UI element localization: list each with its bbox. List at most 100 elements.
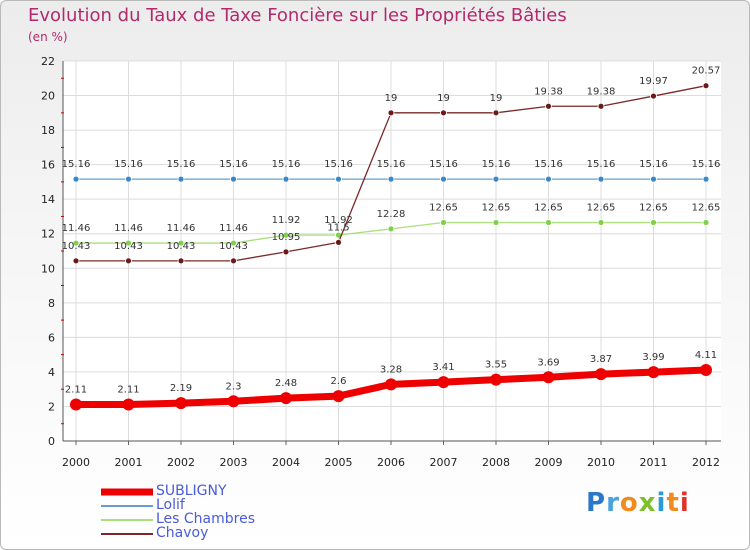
x-tick-label: 2007 (430, 456, 458, 469)
data-point (125, 239, 132, 247)
data-label: 15.16 (482, 159, 511, 170)
data-label: 2.19 (170, 383, 192, 394)
data-label: 12.65 (482, 203, 511, 214)
data-point (492, 219, 500, 226)
data-point (332, 390, 345, 403)
legend-swatch-lolif (101, 505, 153, 507)
unit-label: (en %) (28, 30, 68, 44)
data-label: 15.16 (377, 159, 406, 170)
data-point (545, 175, 552, 183)
data-label: 11.46 (114, 223, 143, 234)
data-point (387, 109, 395, 117)
legend-label-chavoy: Chavoy (156, 525, 209, 541)
data-label: 3.28 (380, 364, 402, 375)
data-label: 15.16 (62, 159, 91, 170)
data-label: 11.46 (62, 223, 91, 234)
data-label: 20.57 (692, 66, 721, 77)
legend-swatch-les-chambres (101, 519, 153, 521)
data-label: 2.11 (65, 385, 87, 396)
data-point (440, 219, 447, 226)
y-tick-label: 2 (48, 400, 55, 413)
data-point (227, 395, 240, 408)
data-label: 15.16 (639, 159, 668, 170)
data-label: 3.99 (642, 352, 664, 363)
data-label: 19 (385, 93, 398, 104)
data-label: 4.11 (695, 350, 717, 361)
data-point (595, 368, 607, 381)
proxiti-logo: Proxiti (586, 488, 690, 518)
legend-label-les-chambres: Les Chambres (156, 511, 256, 527)
y-tick-label: 18 (41, 124, 55, 137)
data-point (597, 102, 605, 110)
x-tick-label: 2006 (377, 456, 405, 469)
data-label: 3.87 (590, 354, 612, 365)
data-point (702, 175, 710, 183)
data-label: 12.28 (377, 209, 406, 220)
data-label: 2.6 (331, 376, 347, 387)
data-label: 11.92 (272, 215, 301, 226)
legend: SUBLIGNY Lolif Les Chambres Chavoy (101, 483, 421, 541)
data-point (177, 257, 185, 265)
x-tick-label: 2005 (325, 456, 353, 469)
y-tick-label: 12 (41, 228, 55, 241)
data-label: 15.16 (272, 159, 301, 170)
data-label: 19.38 (534, 86, 563, 97)
data-point (125, 257, 132, 265)
y-tick-label: 10 (41, 262, 55, 275)
data-label: 11.92 (324, 215, 353, 226)
data-label: 12.65 (639, 203, 668, 214)
data-point (597, 175, 605, 183)
data-point (385, 378, 397, 391)
legend-swatch-chavoy (101, 533, 153, 535)
x-tick-label: 2003 (220, 456, 248, 469)
data-label: 19.97 (639, 76, 668, 87)
data-point (70, 398, 82, 411)
data-label: 10.43 (167, 241, 196, 252)
data-point (492, 175, 500, 183)
data-point (282, 231, 290, 239)
data-label: 15.16 (114, 159, 143, 170)
data-point (700, 364, 712, 377)
y-tick-label: 14 (41, 193, 55, 206)
legend-item-subligny: SUBLIGNY (101, 483, 421, 499)
legend-item-chavoy: Chavoy (101, 525, 421, 541)
data-point (440, 109, 447, 117)
data-point (230, 257, 237, 265)
data-label: 11.46 (167, 223, 196, 234)
data-point (490, 373, 502, 386)
x-tick-label: 2012 (692, 456, 720, 469)
data-label: 12.65 (429, 203, 458, 214)
data-point (72, 175, 80, 183)
data-label: 11.5 (327, 222, 349, 233)
data-point (650, 92, 657, 100)
data-label: 12.65 (587, 203, 616, 214)
y-tick-label: 20 (41, 90, 55, 103)
data-point (597, 219, 605, 226)
chart-title: Evolution du Taux de Taxe Foncière sur l… (28, 5, 567, 26)
data-point (702, 82, 710, 90)
y-tick-label: 4 (48, 366, 55, 379)
data-label: 12.65 (534, 203, 563, 214)
data-label: 3.69 (537, 357, 559, 368)
data-point (177, 239, 185, 247)
data-point (125, 175, 132, 183)
data-point (122, 398, 135, 411)
data-point (175, 397, 187, 410)
data-label: 10.43 (62, 241, 91, 252)
data-label: 15.16 (219, 159, 248, 170)
x-tick-label: 2009 (535, 456, 563, 469)
legend-item-les-chambres: Les Chambres (101, 511, 421, 527)
data-label: 19 (437, 93, 450, 104)
data-label: 12.65 (692, 203, 721, 214)
data-point (230, 175, 237, 183)
data-label: 11.46 (219, 223, 248, 234)
data-point (545, 219, 552, 226)
data-label: 19 (490, 93, 503, 104)
data-label: 3.41 (432, 362, 454, 373)
data-point (387, 175, 395, 183)
data-point (280, 392, 292, 405)
data-point (650, 219, 657, 226)
data-label: 15.16 (324, 159, 353, 170)
